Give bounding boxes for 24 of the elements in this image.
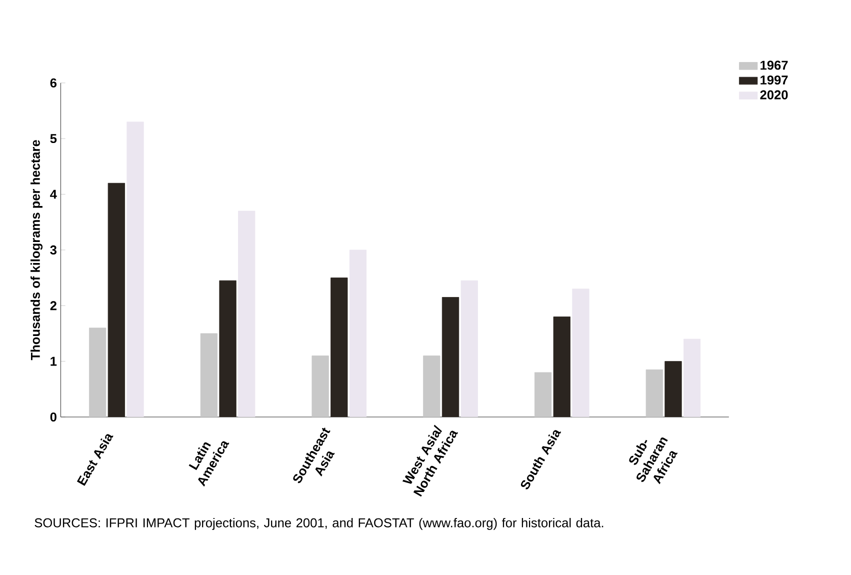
y-tick-label: 1 (50, 356, 57, 366)
y-tick-label: 5 (50, 134, 57, 144)
bar (349, 250, 367, 418)
y-tick-label: 2 (50, 301, 56, 310)
bar (330, 278, 348, 418)
y-tick-label: 0 (50, 412, 56, 422)
y-axis-title: Thousands of kilograms per hectare (30, 140, 43, 360)
y-tick-label: 6 (50, 78, 57, 88)
legend-label: 1967 (760, 60, 788, 70)
bar (460, 280, 478, 418)
bar (684, 338, 701, 418)
bar (219, 280, 236, 418)
legend-label: 2020 (760, 90, 788, 100)
bar (664, 361, 682, 418)
bar (442, 297, 460, 418)
bar (108, 182, 125, 418)
legend-label: 1997 (760, 76, 788, 85)
y-tick-label: 3 (50, 245, 57, 255)
bar (553, 316, 570, 418)
bar (572, 288, 590, 418)
source-note: SOURCES: IFPRI IMPACT projections, June 2001, and FAOSTAT (www.fao.org) for historical data. (34, 518, 604, 530)
bar (238, 210, 256, 418)
y-tick-label: 4 (50, 190, 57, 199)
bar (126, 122, 144, 418)
